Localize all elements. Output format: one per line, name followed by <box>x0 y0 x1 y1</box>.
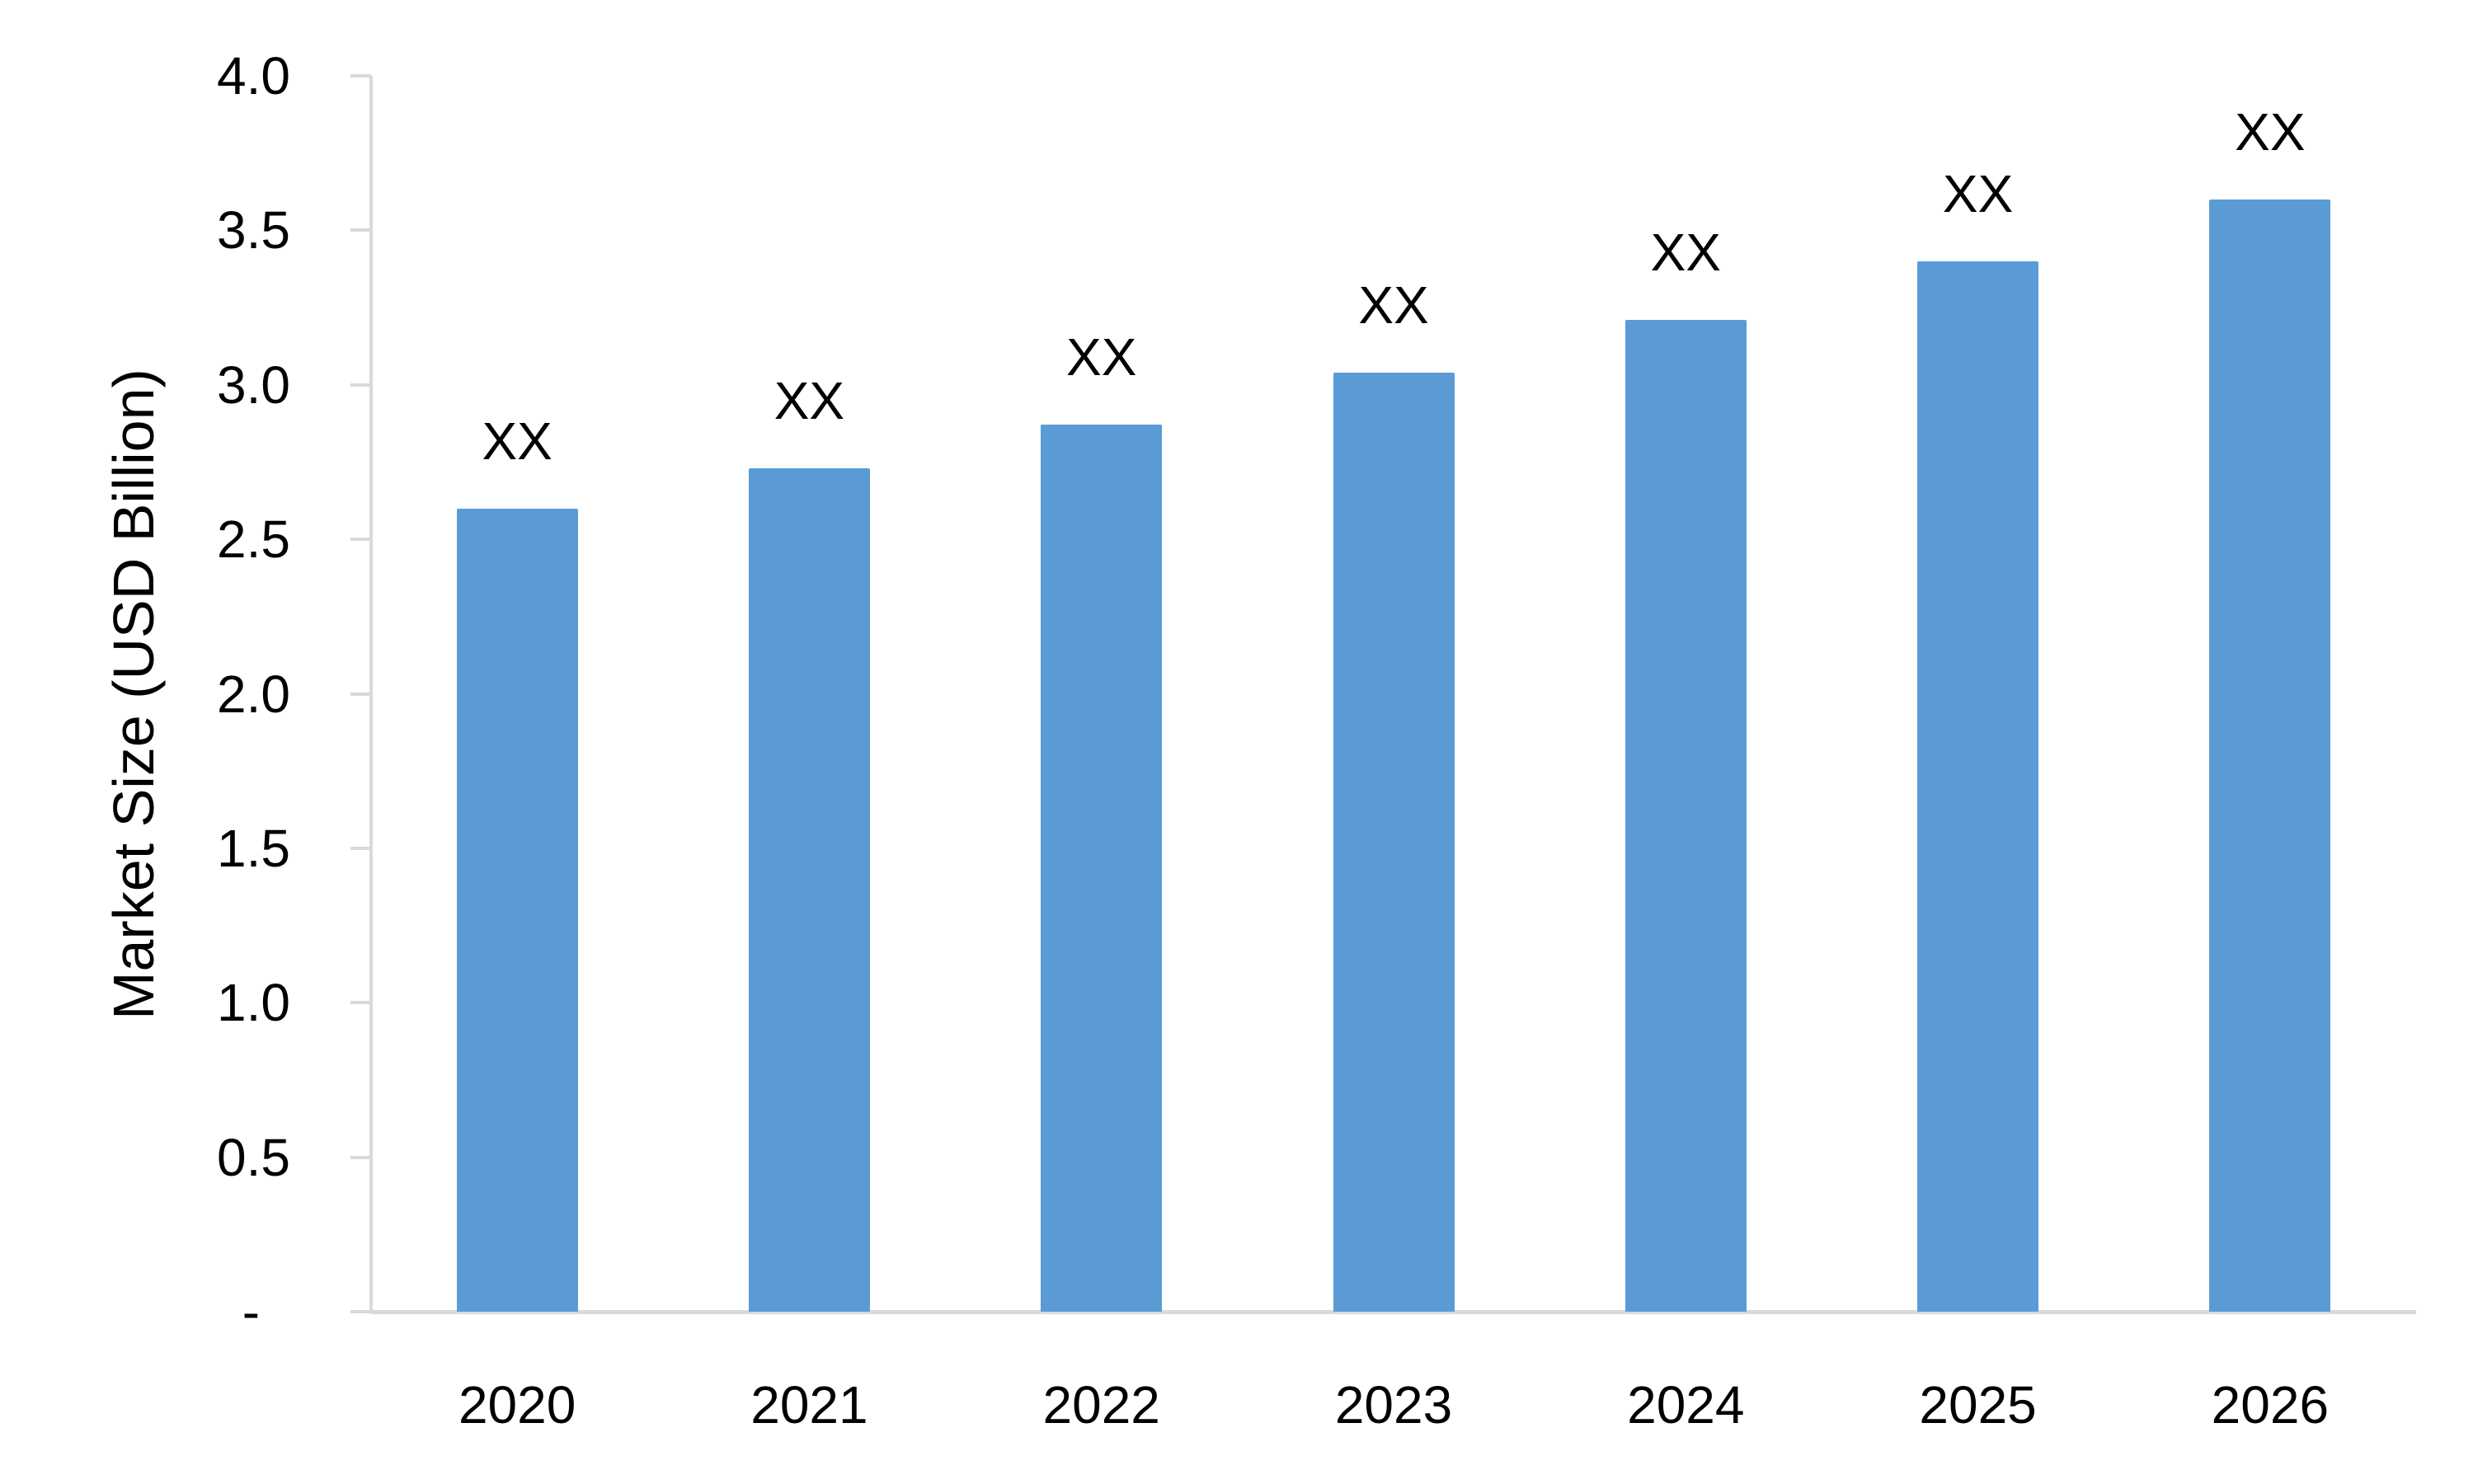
bar-value-label-2022: XX <box>1066 327 1137 387</box>
x-tick-label-2022: 2022 <box>1042 1375 1160 1435</box>
x-tick-label-2021: 2021 <box>750 1375 868 1435</box>
y-tick-mark-0 <box>350 1310 371 1313</box>
y-tick-mark-3.5 <box>350 228 371 232</box>
x-tick-label-2025: 2025 <box>1919 1375 2037 1435</box>
y-tick-label-1: 1.0 <box>217 973 290 1033</box>
bar-2026 <box>2209 199 2331 1312</box>
x-tick-label-2023: 2023 <box>1334 1375 1453 1435</box>
bar-2022 <box>1041 425 1163 1312</box>
y-tick-mark-1.5 <box>350 846 371 850</box>
bar-2025 <box>1917 261 2039 1312</box>
y-tick-label-2.5: 2.5 <box>217 510 290 570</box>
bar-value-label-2026: XX <box>2235 101 2306 162</box>
y-tick-label-0.5: 0.5 <box>217 1127 290 1187</box>
y-tick-label-4: 4.0 <box>217 46 290 106</box>
x-tick-label-2020: 2020 <box>458 1375 576 1435</box>
y-tick-mark-2.5 <box>350 538 371 542</box>
bar-value-label-2023: XX <box>1358 275 1429 335</box>
bar-value-label-2020: XX <box>482 411 552 471</box>
y-tick-label-2: 2.0 <box>217 664 290 724</box>
bar-value-label-2025: XX <box>1942 163 2014 223</box>
x-tick-label-2026: 2026 <box>2211 1375 2330 1435</box>
y-tick-label-0: - <box>242 1282 260 1341</box>
x-tick-label-2024: 2024 <box>1627 1375 1745 1435</box>
y-tick-label-3.5: 3.5 <box>217 200 290 261</box>
bar-2020 <box>456 508 578 1312</box>
bar-2023 <box>1333 372 1455 1312</box>
bar-2021 <box>748 467 870 1312</box>
bar-value-label-2024: XX <box>1650 223 1721 283</box>
bar-value-label-2021: XX <box>773 370 845 430</box>
y-tick-mark-0.5 <box>350 1155 371 1159</box>
y-tick-mark-2 <box>350 692 371 696</box>
y-tick-label-3: 3.0 <box>217 355 290 415</box>
y-axis-line <box>369 76 373 1313</box>
bar-2024 <box>1625 320 1747 1312</box>
y-tick-mark-1 <box>350 1001 371 1005</box>
x-axis-line <box>371 1310 2416 1314</box>
y-tick-label-1.5: 1.5 <box>217 818 290 878</box>
y-tick-mark-3 <box>350 383 371 387</box>
y-tick-mark-4 <box>350 74 371 77</box>
